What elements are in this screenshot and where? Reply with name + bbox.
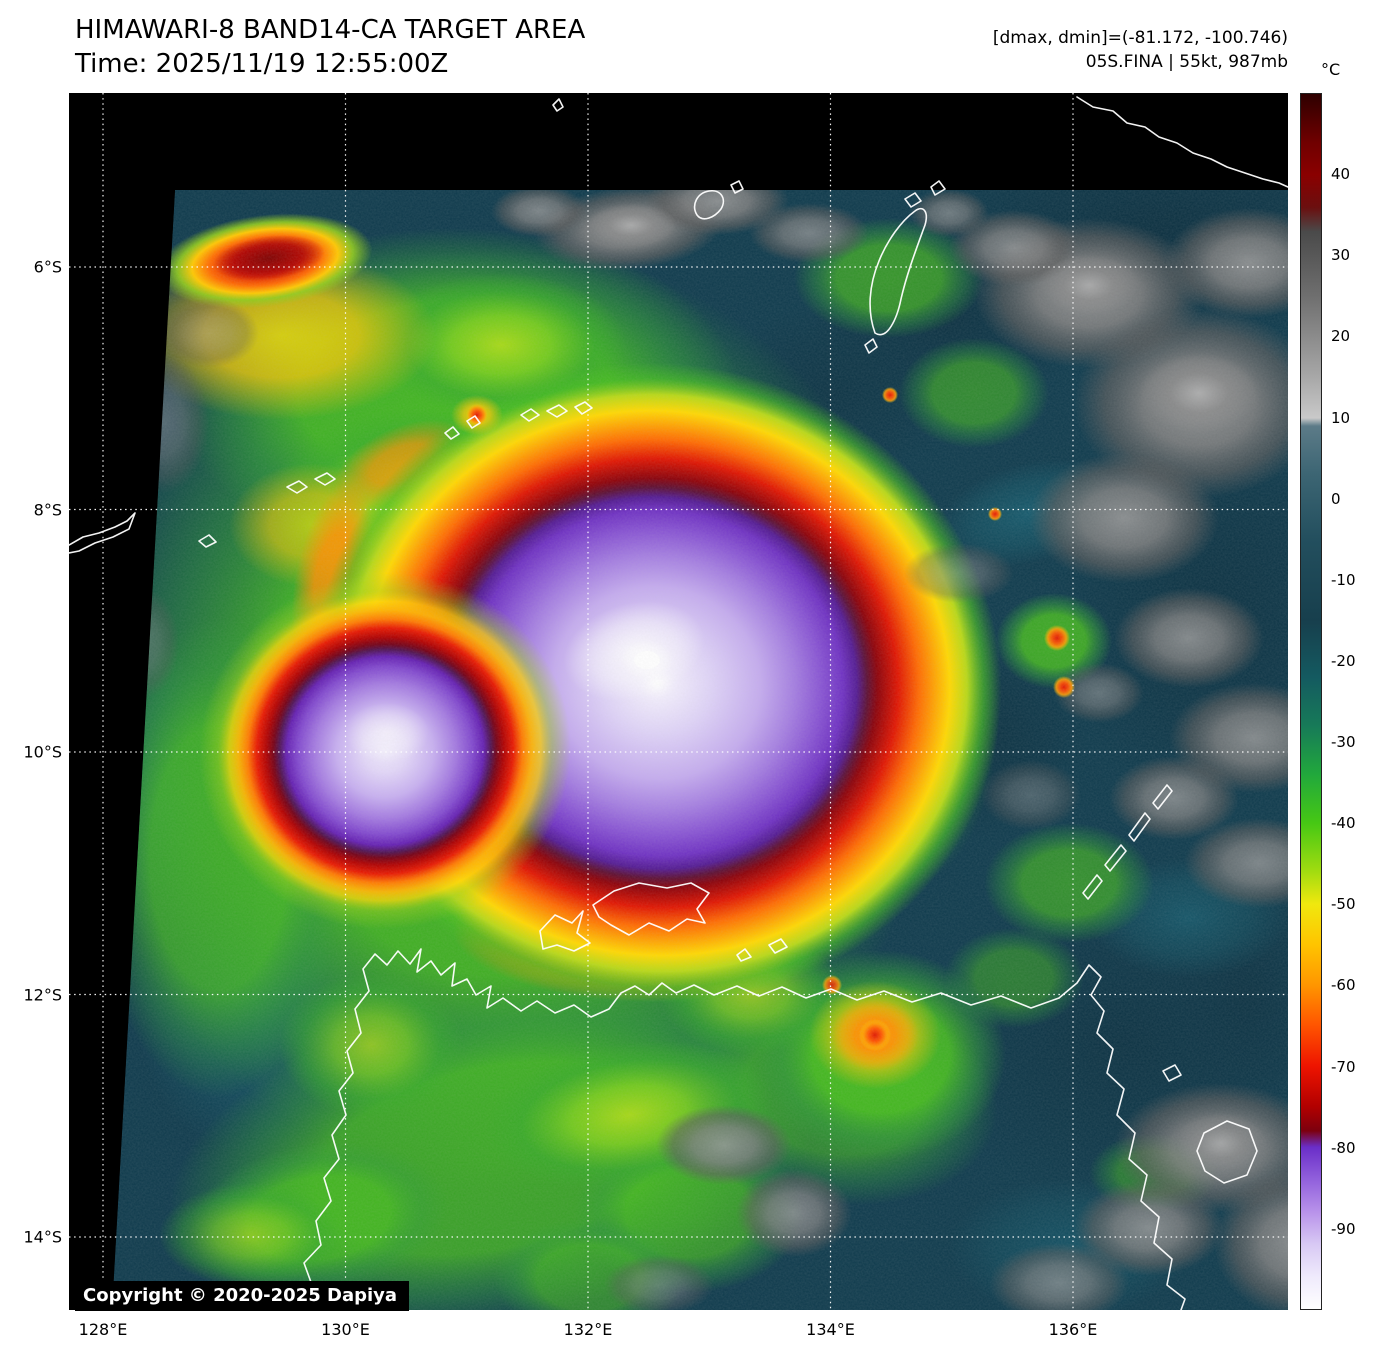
colorbar-tick-label: -40 xyxy=(1331,814,1356,833)
tiwi-islands-coastline xyxy=(539,910,591,952)
sensor-noise-texture xyxy=(112,190,1288,1310)
colorbar-tick-label: -20 xyxy=(1331,651,1356,670)
plot-title: HIMAWARI-8 BAND14-CA TARGET AREA xyxy=(75,15,586,45)
plot-time: Time: 2025/11/19 12:55:00Z xyxy=(75,49,449,79)
new-guinea-coastline xyxy=(1076,96,1288,188)
leti-islands-coastline xyxy=(286,401,593,494)
map-plot-area xyxy=(69,93,1288,1310)
colorbar-tick-label: -70 xyxy=(1331,1057,1356,1076)
lon-tick-label: 134°E xyxy=(806,1320,855,1339)
australia-coastline xyxy=(303,948,1186,1310)
storm-info-annotation: 05S.FINA | 55kt, 987mb xyxy=(1085,52,1288,72)
colorbar-tick-label: -60 xyxy=(1331,976,1356,995)
tanimbar-islands-coastline xyxy=(864,180,946,354)
colorbar xyxy=(1300,93,1322,1310)
lat-tick-label: 12°S xyxy=(23,985,62,1004)
lat-tick-label: 10°S xyxy=(23,742,62,762)
satellite-data-swath xyxy=(112,190,1288,1310)
lon-tick-label: 130°E xyxy=(321,1320,370,1339)
timor-coastline xyxy=(69,512,217,554)
colorbar-tick-label: -90 xyxy=(1331,1219,1356,1238)
lat-tick-label: 6°S xyxy=(33,257,62,277)
colorbar-tick-label: 10 xyxy=(1331,408,1351,427)
colorbar-gradient xyxy=(1301,94,1321,1309)
groote-eylandt-coastline xyxy=(1196,1120,1258,1184)
lat-tick-label: 14°S xyxy=(23,1227,62,1247)
dmax-dmin-annotation: [dmax, dmin]=(-81.172, -100.746) xyxy=(992,28,1288,48)
lat-tick-label: 8°S xyxy=(33,500,62,519)
colorbar-tick-label: 20 xyxy=(1331,327,1351,346)
colorbar-tick-label: 30 xyxy=(1331,246,1351,265)
copyright-badge: Copyright © 2020-2025 Dapiya xyxy=(75,1281,410,1311)
colorbar-tick-label: 0 xyxy=(1331,489,1341,508)
coastlines xyxy=(69,96,1288,1310)
colorbar-tick-label: -50 xyxy=(1331,895,1356,914)
lon-tick-label: 128°E xyxy=(78,1320,128,1339)
lon-tick-label: 136°E xyxy=(1048,1320,1098,1339)
colorbar-tick-label: -30 xyxy=(1331,733,1356,752)
colorbar-tick-label: -80 xyxy=(1331,1138,1356,1157)
lat-lon-gridlines xyxy=(69,93,1288,1310)
wessel-islands-coastline xyxy=(1082,784,1173,900)
colorbar-tick-label: 40 xyxy=(1331,165,1351,184)
lon-tick-label: 132°E xyxy=(563,1320,613,1339)
colorbar-unit-label: °C xyxy=(1321,60,1341,79)
satellite-ir-map xyxy=(69,93,1288,1310)
colorbar-tick-label: -10 xyxy=(1331,570,1356,589)
babar-islands-coastline xyxy=(552,98,744,220)
